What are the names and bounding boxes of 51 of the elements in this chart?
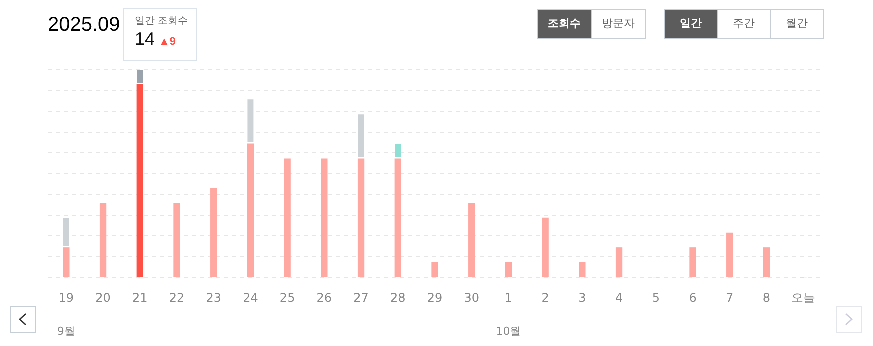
x-tick-label: 4 (615, 290, 624, 305)
bar (579, 262, 586, 278)
x-tick-label: 3 (578, 290, 586, 305)
bar (284, 158, 291, 278)
text: 월간 (770, 10, 823, 38)
chart-title: 2025.09 (48, 14, 120, 37)
x-tick-label: 22 (169, 290, 185, 305)
x-tick-label: 25 (280, 290, 296, 305)
x-tick-label: 8 (762, 290, 771, 305)
x-tick-label: 24 (243, 290, 258, 305)
x-tick-label: 26 (316, 290, 332, 305)
text: 일간 조회수 (135, 15, 190, 28)
x-tick-label: 28 (390, 290, 406, 305)
bar (468, 203, 476, 278)
text: 방문자 (591, 10, 645, 38)
bar (616, 248, 623, 278)
x-tick-label: 1 (504, 290, 513, 305)
bar (210, 188, 218, 278)
bar (100, 203, 107, 278)
x-tick-label: 오늘 (792, 290, 816, 305)
text: 10월 (496, 324, 522, 339)
x-tick-label: 2 (542, 290, 550, 305)
bar (63, 248, 70, 278)
x-tick-label: 6 (689, 290, 697, 305)
x-tick-label: 27 (354, 290, 369, 305)
x-tick-label: 21 (132, 290, 148, 305)
text: ▲9 (159, 36, 176, 48)
bar (690, 248, 696, 278)
text: 조회수 (538, 10, 591, 38)
text: 14 (135, 29, 156, 49)
text: 9월 (57, 324, 76, 339)
bar (542, 218, 549, 278)
bar (394, 158, 402, 278)
bar (358, 158, 365, 278)
x-tick-label: 23 (206, 290, 222, 305)
bar (505, 262, 512, 278)
x-tick-label: 5 (652, 290, 660, 305)
bar (247, 144, 254, 278)
text: 일간 (665, 10, 717, 38)
bar (136, 84, 144, 278)
x-tick-label: 29 (427, 290, 443, 305)
x-tick-label: 20 (96, 290, 111, 305)
bar (321, 158, 328, 278)
bar (763, 248, 770, 278)
bar (432, 262, 438, 278)
x-tick-label: 19 (58, 290, 74, 305)
bar (726, 232, 734, 278)
text: 주간 (717, 10, 770, 38)
bar (174, 203, 180, 278)
x-tick-label: 30 (464, 290, 480, 305)
x-tick-label: 7 (726, 290, 734, 305)
